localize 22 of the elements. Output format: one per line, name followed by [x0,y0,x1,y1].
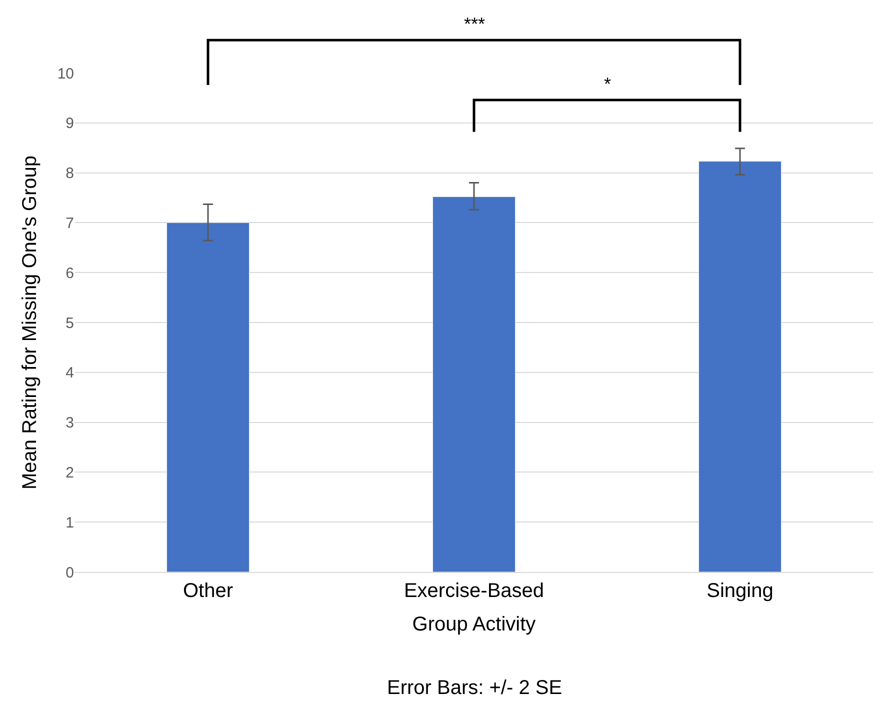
x-tick-label: Other [182,580,234,602]
bar [432,196,516,572]
bar [166,222,250,572]
x-tick-label: Singing [706,580,774,602]
bar [698,161,782,572]
x-tick-label: Exercise-Based [404,580,544,602]
y-tick-label: 9 [66,115,74,132]
y-tick-label: 7 [66,214,74,232]
x-axis-title: Group Activity [412,614,536,636]
y-tick-label: 8 [66,165,74,182]
y-tick-label: 10 [57,65,74,82]
y-tick-label: 4 [66,364,74,382]
y-tick-label: 0 [66,564,74,582]
y-axis-title: Mean Rating for Missing One's Group [18,156,41,490]
y-tick-label: 2 [66,464,74,482]
text: Error Bars: +/- 2 SE [387,677,562,699]
y-tick-label: 6 [66,264,74,282]
y-tick-label: 3 [66,414,74,432]
y-tick-label: 5 [66,314,74,332]
y-tick-label: 1 [66,514,74,532]
text: *** [464,14,486,34]
annotation: * [604,74,612,94]
